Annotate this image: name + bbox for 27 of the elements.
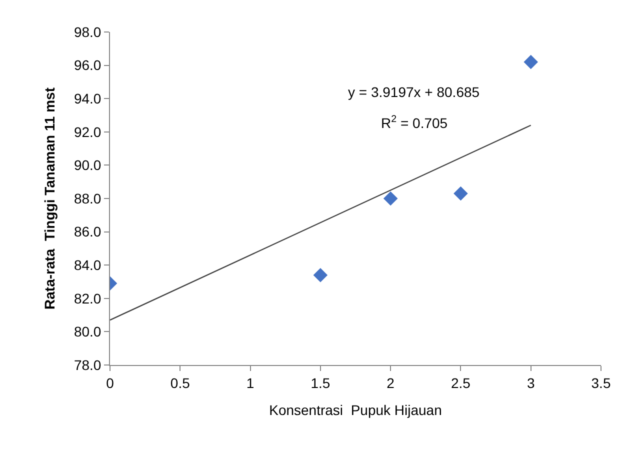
point	[454, 186, 468, 201]
y-axis-title: Rata-rata Tinggi Tanaman 11 mst	[42, 87, 58, 310]
point	[313, 268, 328, 282]
y-tick-label: 78.0	[74, 356, 102, 373]
annotation: y = 3.9197x + 80.685	[348, 84, 480, 100]
y-tick-label: 98.0	[74, 24, 102, 40]
x-tick-label: 0	[106, 374, 114, 391]
point	[383, 191, 398, 206]
y-tick-label: 80.0	[74, 324, 102, 340]
y-tick-label: 88.0	[74, 190, 102, 206]
x-tick-label: 1	[246, 374, 254, 391]
y-tick-label: 96.0	[74, 57, 102, 74]
y-tick-label: 86.0	[74, 224, 102, 240]
y-tick-label: 90.0	[74, 157, 102, 174]
point	[524, 54, 538, 70]
annotation: R$^{2}$ = 0.705	[381, 114, 448, 131]
x-tick-label: 2	[386, 374, 395, 391]
x-tick-label: 1.5	[310, 374, 330, 391]
y-tick-label: 84.0	[74, 257, 102, 273]
x-tick-label: 3.5	[591, 374, 611, 391]
x-axis-title: Konsentrasi Pupuk Hijauan	[269, 402, 442, 418]
y-tick-label: 92.0	[74, 124, 102, 140]
x-tick-label: 0.5	[170, 374, 190, 391]
y-tick-label: 94.0	[74, 90, 102, 106]
y-tick-label: 82.0	[74, 290, 102, 306]
x-tick-label: 2.5	[450, 374, 471, 391]
x-tick-label: 3	[526, 374, 535, 391]
